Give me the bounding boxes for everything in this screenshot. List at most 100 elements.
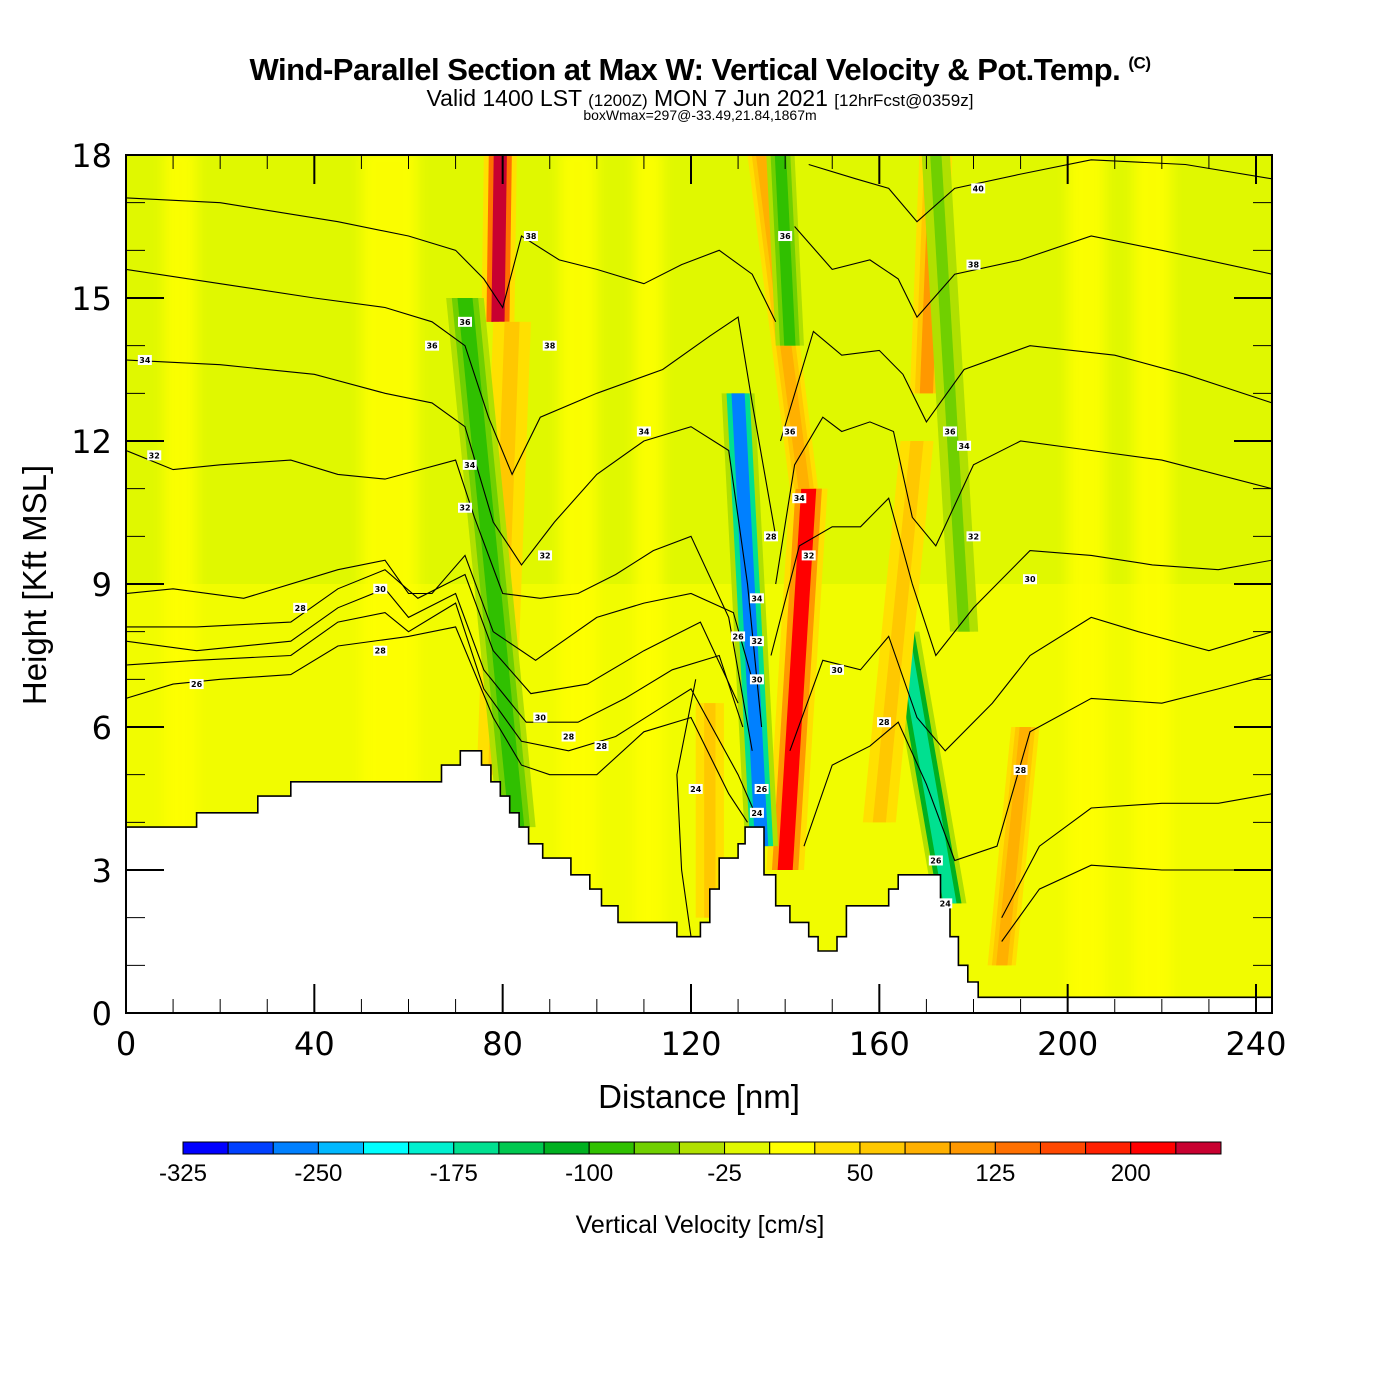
isentrope-30 xyxy=(126,554,753,680)
contour-label: 34 xyxy=(792,493,807,504)
contour-label-text: 36 xyxy=(784,427,796,436)
contour-label-bg xyxy=(1013,764,1028,775)
contour-label-bg xyxy=(938,898,953,909)
contour-label-text: 32 xyxy=(803,551,814,560)
y-axis-title: Height [Kft MSL] xyxy=(16,465,53,705)
colorbar-swatch xyxy=(949,1141,996,1155)
contour-label: 28 xyxy=(293,602,308,613)
colorbar-swatch xyxy=(1039,1141,1087,1155)
isentrope-26 xyxy=(126,602,758,818)
y-tick-label: 0 xyxy=(92,995,112,1033)
isentrope-34 xyxy=(126,359,763,728)
colorbar-swatch xyxy=(182,1141,229,1155)
contour-label-text: 34 xyxy=(751,594,763,603)
contour-label-bg xyxy=(457,316,472,327)
colorbar-swatch xyxy=(814,1141,861,1155)
contour-label-text: 28 xyxy=(878,718,890,727)
contour-label: 32 xyxy=(966,531,981,542)
contour-label-text: 40 xyxy=(973,184,985,193)
contour-label-bg xyxy=(966,531,981,542)
chart-title: Wind-Parallel Section at Max W: Vertical… xyxy=(0,52,1400,88)
isentrope-32 xyxy=(770,497,1272,657)
contour-label: 34 xyxy=(957,440,972,451)
w-plume-updraft-2 xyxy=(777,488,817,870)
contour-label-bg xyxy=(754,783,769,794)
colorbar-swatch xyxy=(227,1141,274,1155)
contour-label-bg xyxy=(293,602,308,613)
contour-label: 28 xyxy=(877,717,892,728)
w-plume-downdraft-4 xyxy=(930,155,970,632)
contour-label: 30 xyxy=(829,664,844,675)
contour-label-text: 34 xyxy=(794,494,806,503)
contour-label: 38 xyxy=(542,340,557,351)
colorbar-label: 50 xyxy=(847,1160,874,1187)
contour-label: 38 xyxy=(966,259,981,270)
contour-label-text: 34 xyxy=(959,442,971,451)
contour-label-text: 32 xyxy=(459,504,470,513)
isentrope-26 xyxy=(1001,793,1272,918)
isentrope-lines xyxy=(126,159,1272,942)
contour-label-text: 38 xyxy=(968,261,980,270)
contour-label-text: 32 xyxy=(539,551,550,560)
contour-label: 30 xyxy=(373,583,388,594)
contour-label-text: 28 xyxy=(563,733,575,742)
w-plume-downdraft-3 xyxy=(896,631,957,904)
contour-label: 32 xyxy=(801,550,816,561)
contour-label-bg xyxy=(373,645,388,656)
contour-label-bg xyxy=(636,426,651,437)
contour-label-text: 36 xyxy=(944,427,956,436)
contour-label: 32 xyxy=(457,502,472,513)
contour-label-text: 32 xyxy=(968,532,979,541)
contour-label-bg xyxy=(957,440,972,451)
contour-label: 32 xyxy=(538,550,553,561)
contour-label-text: 38 xyxy=(544,342,556,351)
contour-label-bg xyxy=(801,550,816,561)
contour-label-bg xyxy=(928,855,943,866)
contour-label: 38 xyxy=(523,231,538,242)
contour-label-bg xyxy=(542,340,557,351)
isentrope-30 xyxy=(789,616,1272,752)
contour-label-bg xyxy=(533,712,548,723)
isentrope-36 xyxy=(779,330,1272,442)
w-plume-downdraft-2-top xyxy=(774,155,796,346)
contour-label-bg xyxy=(792,493,807,504)
contour-label: 30 xyxy=(1022,574,1037,585)
isentrope-36 xyxy=(126,268,777,537)
contour-label: 34 xyxy=(636,426,651,437)
x-tick-label: 120 xyxy=(660,1025,721,1063)
colorbar-swatch xyxy=(408,1141,455,1155)
colorbar-label: -175 xyxy=(430,1160,478,1187)
contour-label-bg xyxy=(538,550,553,561)
contour-label: 28 xyxy=(594,741,609,752)
y-tick-label: 18 xyxy=(71,137,112,175)
contour-label-bg xyxy=(189,679,204,690)
contour-label-bg xyxy=(457,502,472,513)
contour-label: 40 xyxy=(971,183,986,194)
contour-label: 34 xyxy=(137,354,152,365)
contour-label-text: 28 xyxy=(596,742,608,751)
contour-label: 24 xyxy=(938,898,953,909)
contour-label-text: 28 xyxy=(765,532,777,541)
colorbar-swatch xyxy=(678,1141,726,1155)
forecast-info: [12hrFcst@0359z] xyxy=(834,91,974,110)
contour-label-text: 30 xyxy=(831,666,843,675)
contour-label-text: 30 xyxy=(535,713,547,722)
isentrope-38 xyxy=(794,226,1272,319)
contour-label-text: 32 xyxy=(751,637,762,646)
contour-label-text: 38 xyxy=(525,232,537,241)
y-tick-label: 12 xyxy=(71,423,112,461)
y-tick-label: 6 xyxy=(92,709,112,747)
contour-label-bg xyxy=(373,583,388,594)
colorbar-label: -325 xyxy=(159,1160,207,1187)
contour-label-text: 30 xyxy=(1024,575,1036,584)
isentrope-34 xyxy=(775,416,1272,585)
colorbar-swatch xyxy=(272,1141,319,1155)
x-tick-label: 0 xyxy=(116,1025,136,1063)
isentrope-28 xyxy=(803,674,1272,862)
contour-label-bg xyxy=(971,183,986,194)
contour-label-text: 32 xyxy=(149,451,160,460)
contour-label: 28 xyxy=(1013,764,1028,775)
contour-label-text: 26 xyxy=(756,785,768,794)
contour-label-text: 26 xyxy=(191,680,203,689)
contour-label: 30 xyxy=(533,712,548,723)
